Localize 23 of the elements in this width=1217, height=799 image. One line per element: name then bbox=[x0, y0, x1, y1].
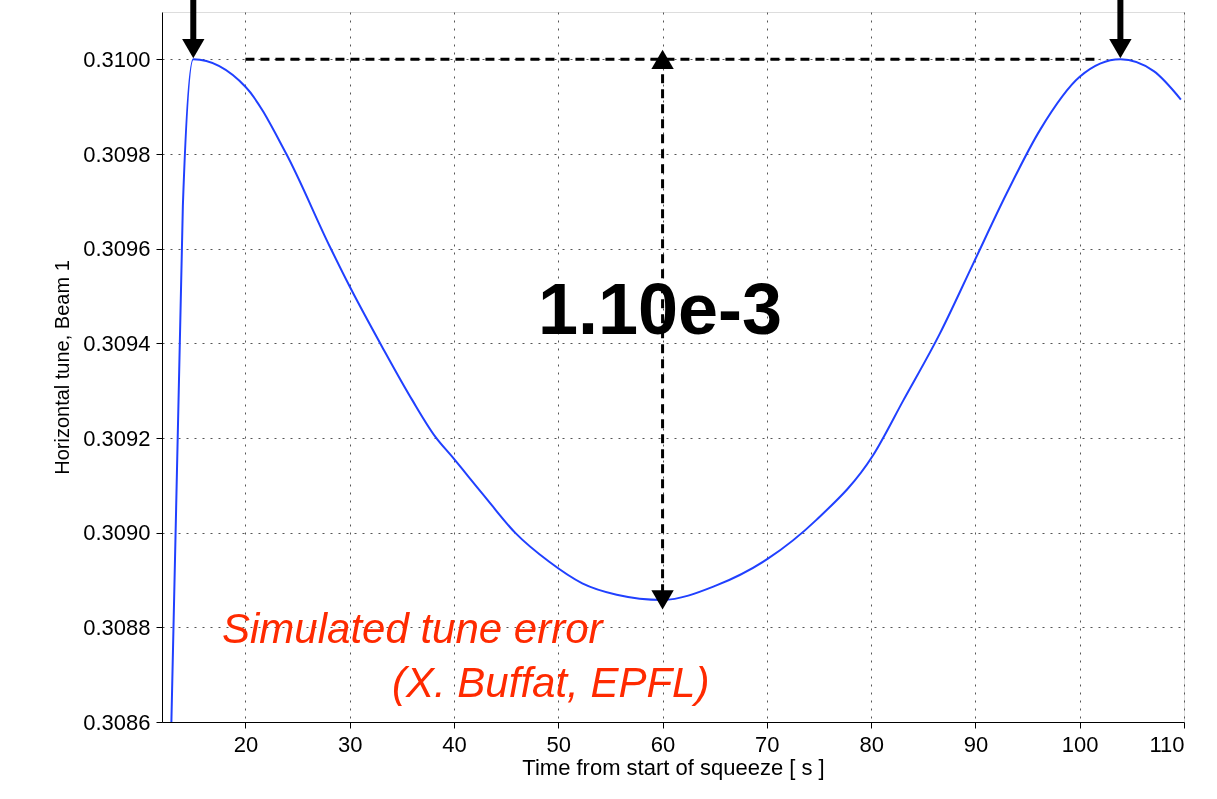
annotation: (X. Buffat, EPFL) bbox=[392, 659, 710, 706]
y-tick-label: 0.3090 bbox=[83, 520, 151, 546]
y-tick-label: 0.3094 bbox=[83, 330, 151, 356]
x-tick-label: 80 bbox=[859, 731, 884, 757]
y-tick-label: 0.3098 bbox=[83, 141, 151, 167]
y-tick-label: 0.3086 bbox=[83, 709, 151, 735]
x-tick-label: 50 bbox=[546, 731, 572, 757]
x-tick-label: 90 bbox=[963, 731, 989, 757]
y-tick-label: 0.3100 bbox=[83, 46, 151, 72]
x-tick-label: 110 bbox=[1149, 731, 1185, 757]
y-tick-label: 0.3092 bbox=[83, 425, 151, 451]
y-tick-label: 0.3088 bbox=[83, 614, 151, 640]
y-tick-label: 0.3096 bbox=[83, 236, 151, 262]
annotation: 1.10e-3 bbox=[537, 269, 783, 349]
x-tick-label: 60 bbox=[650, 731, 676, 757]
y-axis-title: Horizontal tune, Beam 1 bbox=[51, 260, 74, 475]
x-tick-label: 100 bbox=[1061, 731, 1099, 757]
x-axis-title: Time from start of squeeze [ s ] bbox=[522, 754, 825, 780]
x-tick-label: 40 bbox=[442, 731, 467, 757]
x-tick-label: 20 bbox=[233, 731, 259, 757]
x-tick-label: 70 bbox=[755, 731, 780, 757]
annotation: Simulated tune error bbox=[222, 605, 605, 652]
x-tick-label: 30 bbox=[337, 731, 363, 757]
